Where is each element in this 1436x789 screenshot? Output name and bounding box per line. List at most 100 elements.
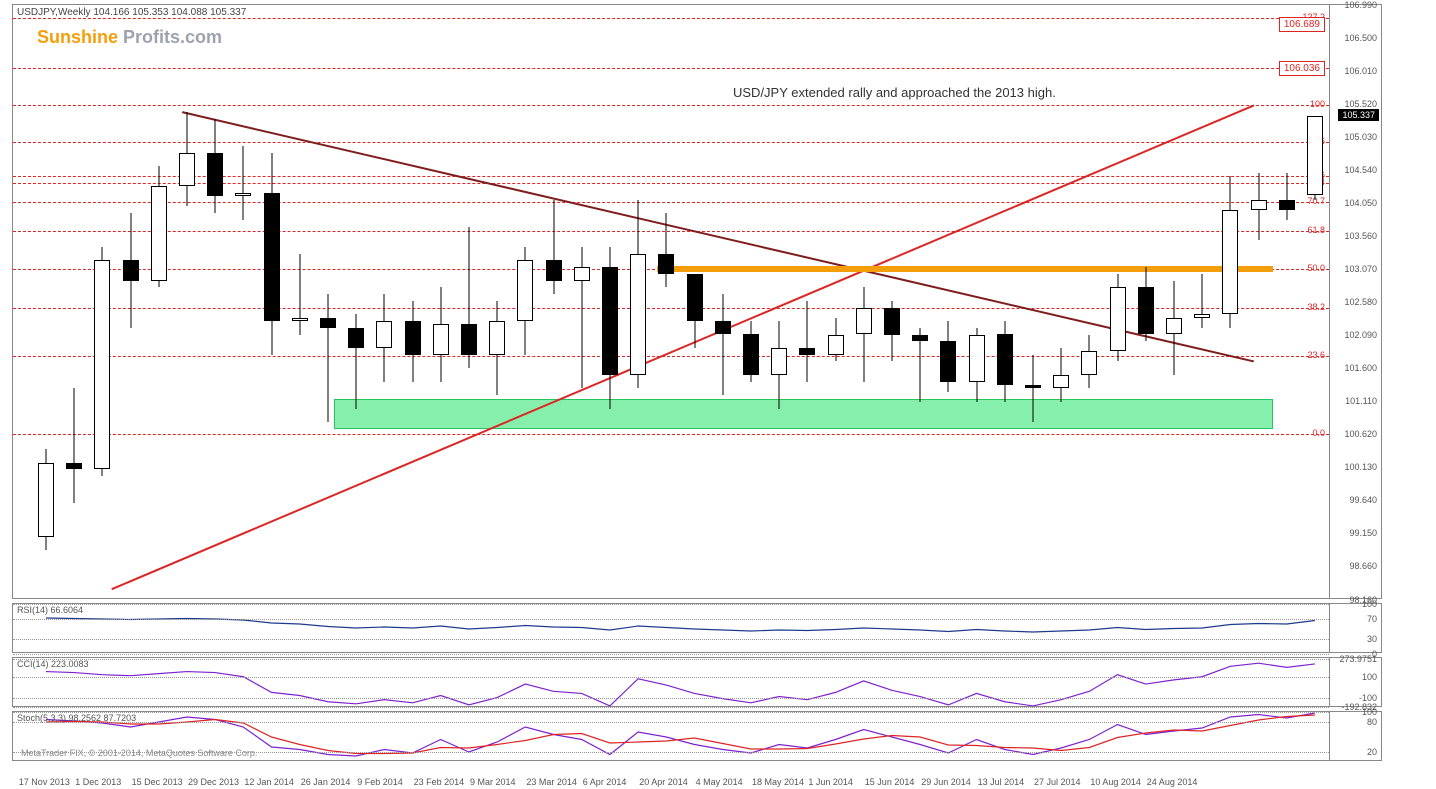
xaxis-tick: 9 Mar 2014	[470, 777, 516, 787]
indicator-ytick: 100	[1362, 707, 1377, 717]
xaxis-tick: 18 May 2014	[752, 777, 804, 787]
watermark-domain: Profits.com	[118, 27, 222, 47]
chart-overlay-svg	[13, 5, 1331, 600]
stoch-yaxis: 1008020	[1329, 712, 1381, 760]
cci-panel[interactable]: CCI(14) 223.0083 273.9751100-100-192.832	[12, 657, 1382, 707]
candle	[431, 287, 451, 381]
candle	[1192, 274, 1212, 328]
main-chart-panel[interactable]: USDJPY,Weekly 104.166 105.353 104.088 10…	[12, 4, 1382, 599]
candle	[826, 318, 846, 362]
fib-label: 61.8	[1307, 225, 1325, 235]
candle	[1051, 348, 1071, 402]
indicator-level	[13, 707, 1329, 708]
xaxis-tick: 20 Apr 2014	[639, 777, 688, 787]
candle	[92, 247, 112, 476]
cci-yaxis: 273.9751100-100-192.832	[1329, 658, 1381, 706]
indicator-ytick: 273.9751	[1339, 654, 1377, 664]
indicator-level	[13, 619, 1329, 620]
candle	[1136, 267, 1156, 341]
candle	[233, 146, 253, 220]
watermark: Sunshine Profits.com	[37, 27, 222, 48]
candle	[713, 294, 733, 395]
indicator-line	[46, 663, 1315, 706]
indicator-level	[13, 604, 1329, 605]
candle	[1249, 173, 1269, 240]
rsi-yaxis: 10070300	[1329, 604, 1381, 652]
current-price-marker: 105.337	[1338, 109, 1379, 121]
candle	[177, 112, 197, 206]
candle	[741, 321, 761, 382]
candle	[1220, 176, 1240, 328]
candle	[374, 294, 394, 382]
candle	[628, 200, 648, 389]
candle	[1164, 281, 1184, 375]
candle	[685, 274, 705, 348]
candle	[487, 301, 507, 395]
candle	[797, 301, 817, 382]
indicator-ytick: 70	[1367, 614, 1377, 624]
fib-label: 0.0	[1312, 428, 1325, 438]
candle	[600, 247, 620, 409]
ohlc-label: 104.166 105.353 104.088 105.337	[93, 7, 246, 18]
price-target-box: 106.689	[1279, 17, 1325, 32]
stoch-panel[interactable]: Stoch(5,3,3) 98.2562 87.7203 1008020 Met…	[12, 711, 1382, 761]
xaxis-tick: 4 May 2014	[696, 777, 743, 787]
xaxis-tick: 1 Dec 2013	[75, 777, 121, 787]
indicator-level	[13, 677, 1329, 678]
xaxis-tick: 10 Aug 2014	[1090, 777, 1141, 787]
candle	[36, 449, 56, 550]
xaxis-tick: 9 Feb 2014	[357, 777, 403, 787]
indicator-level	[13, 698, 1329, 699]
fib-label: 100	[1310, 99, 1325, 109]
candle	[346, 314, 366, 408]
indicator-ytick: 100	[1362, 672, 1377, 682]
candle	[544, 200, 564, 294]
rsi-svg	[13, 604, 1331, 654]
indicator-level	[13, 659, 1329, 660]
indicator-level	[13, 639, 1329, 640]
candle	[318, 294, 338, 422]
xaxis-tick: 23 Mar 2014	[526, 777, 577, 787]
candle	[656, 213, 676, 287]
xaxis-tick: 6 Apr 2014	[583, 777, 627, 787]
candle	[995, 321, 1015, 402]
fib-label: 38.2	[1307, 302, 1325, 312]
candle	[121, 213, 141, 328]
xaxis-tick: 1 Jun 2014	[808, 777, 853, 787]
resistance-bar	[657, 266, 1273, 272]
xaxis-tick: 29 Dec 2013	[188, 777, 239, 787]
rsi-label: RSI(14) 66.6064	[17, 605, 83, 615]
candle	[882, 301, 902, 362]
price-target-box: 106.036	[1279, 61, 1325, 76]
candle	[967, 328, 987, 402]
price-yaxis: 106.990106.500106.010105.520105.030104.5…	[1329, 5, 1381, 598]
xaxis-tick: 23 Feb 2014	[414, 777, 465, 787]
indicator-ytick: 30	[1367, 634, 1377, 644]
candle	[459, 227, 479, 369]
indicator-ytick: 80	[1367, 717, 1377, 727]
candle	[290, 254, 310, 335]
fib-label: 50.0	[1307, 263, 1325, 273]
candle	[1108, 274, 1128, 362]
rsi-panel[interactable]: RSI(14) 66.6064 10070300	[12, 603, 1382, 653]
candle	[938, 321, 958, 392]
candle	[854, 287, 874, 381]
xaxis-tick: 26 Jan 2014	[301, 777, 351, 787]
watermark-brand: Sunshine	[37, 27, 118, 47]
xaxis-tick: 24 Aug 2014	[1147, 777, 1198, 787]
candle	[515, 247, 535, 355]
cci-svg	[13, 658, 1331, 708]
indicator-ytick: 20	[1367, 747, 1377, 757]
candle	[1079, 335, 1099, 389]
xaxis-tick: 15 Dec 2013	[132, 777, 183, 787]
cci-label: CCI(14) 223.0083	[17, 659, 89, 669]
xaxis-tick: 29 Jun 2014	[921, 777, 971, 787]
xaxis-tick: 15 Jun 2014	[865, 777, 915, 787]
candle	[403, 301, 423, 382]
xaxis-tick: 27 Jul 2014	[1034, 777, 1081, 787]
candle	[205, 119, 225, 213]
indicator-line	[46, 618, 1315, 632]
stoch-label: Stoch(5,3,3) 98.2562 87.7203	[17, 713, 136, 723]
candle	[262, 153, 282, 355]
indicator-ytick: -100	[1359, 693, 1377, 703]
